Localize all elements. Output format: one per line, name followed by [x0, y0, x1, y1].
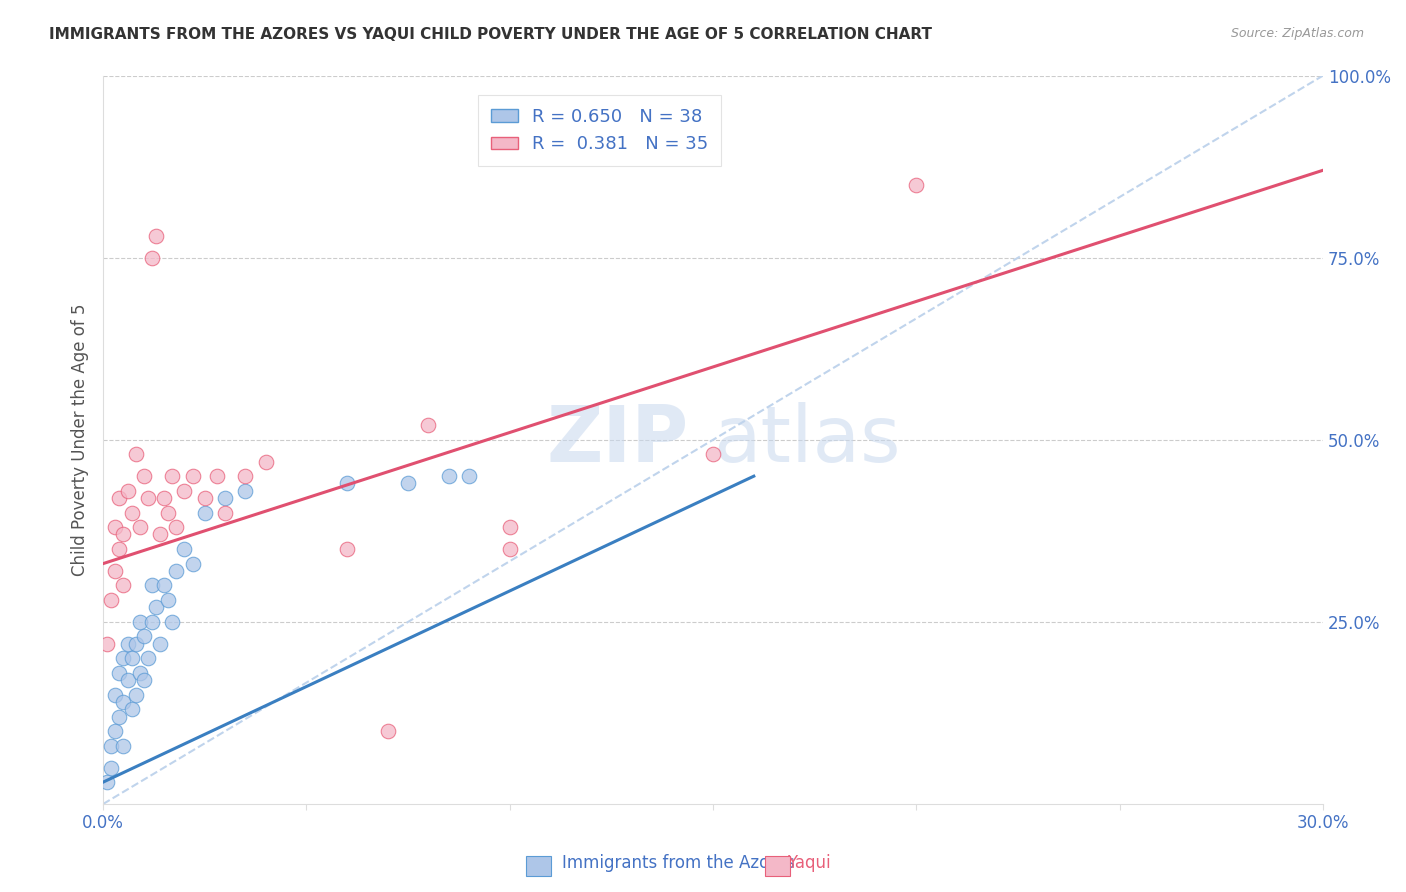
Point: [173, 541, 195, 556]
Point: [162, 469, 184, 483]
Point: [194, 506, 217, 520]
Point: [112, 578, 135, 592]
Point: [149, 637, 172, 651]
Point: [235, 483, 257, 498]
Point: [104, 564, 127, 578]
Point: [124, 688, 146, 702]
Point: [112, 651, 135, 665]
Point: [117, 673, 139, 687]
Point: [132, 629, 155, 643]
Point: [132, 673, 155, 687]
Legend: R = 0.650   N = 38, R =  0.381   N = 35: R = 0.650 N = 38, R = 0.381 N = 35: [478, 95, 721, 166]
Point: [121, 702, 143, 716]
Point: [104, 724, 127, 739]
Point: [124, 447, 146, 461]
Point: [112, 695, 135, 709]
Point: [128, 520, 150, 534]
Point: [145, 600, 167, 615]
Text: Yaqui: Yaqui: [787, 855, 831, 872]
Point: [104, 520, 127, 534]
Point: [128, 615, 150, 629]
Point: [136, 651, 159, 665]
Point: [100, 739, 122, 753]
Text: IMMIGRANTS FROM THE AZORES VS YAQUI CHILD POVERTY UNDER THE AGE OF 5 CORRELATION: IMMIGRANTS FROM THE AZORES VS YAQUI CHIL…: [49, 27, 932, 42]
Point: [100, 760, 122, 774]
Point: [173, 483, 195, 498]
Point: [132, 469, 155, 483]
Point: [108, 491, 131, 505]
Point: [153, 491, 176, 505]
Point: [108, 665, 131, 680]
Point: [162, 615, 184, 629]
Point: [499, 520, 522, 534]
Point: [418, 418, 440, 433]
Point: [153, 578, 176, 592]
Point: [136, 491, 159, 505]
Point: [112, 739, 135, 753]
Point: [121, 651, 143, 665]
Point: [214, 506, 236, 520]
Point: [96, 775, 118, 789]
Point: [141, 251, 163, 265]
Point: [499, 541, 522, 556]
Point: [141, 615, 163, 629]
Point: [235, 469, 257, 483]
Point: [108, 541, 131, 556]
Point: [205, 469, 228, 483]
Point: [108, 709, 131, 723]
Point: [128, 665, 150, 680]
Text: Source: ZipAtlas.com: Source: ZipAtlas.com: [1230, 27, 1364, 40]
Point: [377, 724, 399, 739]
Point: [96, 637, 118, 651]
Point: [437, 469, 460, 483]
Point: [124, 637, 146, 651]
Text: atlas: atlas: [713, 401, 901, 478]
Point: [336, 541, 359, 556]
Text: ZIP: ZIP: [547, 401, 689, 478]
Point: [181, 469, 204, 483]
Point: [104, 688, 127, 702]
Point: [117, 483, 139, 498]
Point: [100, 593, 122, 607]
Point: [145, 228, 167, 243]
Point: [214, 491, 236, 505]
Point: [117, 637, 139, 651]
Point: [254, 454, 277, 468]
Point: [157, 506, 180, 520]
Point: [905, 178, 928, 192]
Point: [112, 527, 135, 541]
Point: [336, 476, 359, 491]
Point: [458, 469, 481, 483]
Point: [702, 447, 724, 461]
Point: [157, 593, 180, 607]
Point: [165, 564, 187, 578]
Point: [121, 506, 143, 520]
Point: [149, 527, 172, 541]
Y-axis label: Child Poverty Under the Age of 5: Child Poverty Under the Age of 5: [72, 303, 89, 576]
Point: [141, 578, 163, 592]
Point: [194, 491, 217, 505]
Point: [165, 520, 187, 534]
Text: Immigrants from the Azores: Immigrants from the Azores: [562, 855, 796, 872]
Point: [396, 476, 419, 491]
Point: [181, 557, 204, 571]
